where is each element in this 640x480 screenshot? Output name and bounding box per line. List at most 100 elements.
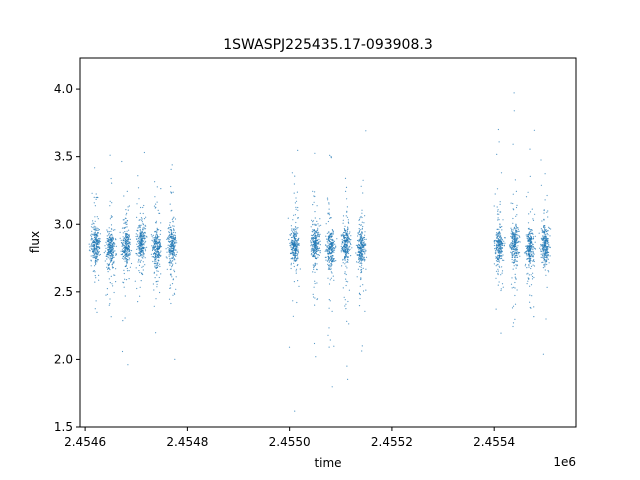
data-point — [532, 255, 534, 257]
data-point — [175, 288, 177, 290]
data-point — [500, 252, 502, 254]
data-point — [155, 220, 157, 222]
data-point — [155, 236, 157, 238]
data-point — [170, 247, 172, 249]
data-point — [346, 320, 348, 322]
data-point — [95, 247, 98, 249]
data-point — [141, 243, 143, 245]
data-point — [110, 252, 112, 254]
data-point — [348, 289, 350, 291]
data-point — [314, 247, 316, 249]
data-point — [365, 289, 367, 291]
data-point — [155, 232, 158, 234]
data-point — [125, 264, 127, 266]
data-point — [541, 261, 543, 264]
data-point — [292, 258, 294, 260]
data-point — [319, 252, 321, 254]
data-point — [545, 253, 547, 255]
data-point — [155, 253, 157, 255]
data-point — [139, 226, 141, 228]
data-point — [106, 235, 108, 237]
data-point — [157, 239, 160, 241]
data-point — [106, 258, 108, 260]
data-point — [360, 215, 362, 218]
data-point — [541, 243, 543, 246]
data-point — [543, 233, 545, 235]
data-point — [295, 200, 298, 202]
data-point — [139, 245, 141, 247]
data-point — [544, 226, 546, 228]
data-point — [170, 287, 172, 289]
data-point — [498, 232, 500, 234]
data-point — [493, 205, 495, 207]
data-point — [121, 350, 124, 353]
data-point — [90, 226, 93, 228]
data-point — [362, 284, 364, 286]
data-point — [292, 232, 294, 234]
data-point — [325, 235, 327, 237]
data-point — [97, 228, 99, 230]
data-point — [317, 233, 319, 235]
data-point — [495, 249, 497, 251]
data-point — [501, 266, 503, 268]
data-point — [344, 299, 346, 301]
data-point — [125, 223, 127, 225]
data-point — [314, 241, 316, 243]
data-point — [516, 227, 518, 229]
data-point — [501, 247, 503, 249]
data-point — [355, 252, 357, 254]
data-point — [330, 242, 332, 244]
data-point — [516, 260, 518, 262]
data-point — [545, 233, 547, 235]
data-point — [362, 179, 364, 181]
data-point — [330, 259, 332, 261]
data-point — [119, 237, 121, 239]
data-point — [328, 267, 330, 269]
data-point — [159, 239, 161, 241]
data-point — [531, 278, 534, 280]
data-point — [346, 250, 348, 252]
data-point — [512, 229, 514, 231]
data-point — [515, 231, 517, 233]
data-point — [95, 233, 97, 235]
data-point — [500, 211, 502, 213]
data-point — [530, 240, 532, 242]
data-point — [527, 277, 529, 279]
data-point — [295, 208, 297, 210]
data-point — [331, 252, 333, 254]
data-point — [139, 236, 141, 238]
data-point — [314, 224, 316, 226]
data-point — [329, 264, 331, 266]
data-point — [336, 238, 338, 240]
data-point — [105, 241, 107, 243]
data-point — [167, 237, 169, 240]
data-point — [499, 201, 501, 203]
data-point — [171, 192, 173, 194]
data-point — [498, 213, 500, 215]
data-point — [330, 263, 332, 265]
data-point — [328, 265, 330, 267]
data-point — [494, 248, 496, 250]
data-point — [151, 245, 153, 247]
data-point — [174, 232, 176, 234]
data-point — [346, 244, 348, 246]
data-point — [124, 256, 126, 258]
data-point — [533, 265, 536, 267]
data-point — [91, 233, 93, 235]
data-point — [328, 299, 330, 301]
data-point — [359, 297, 361, 300]
data-point — [159, 242, 161, 244]
data-point — [516, 214, 518, 216]
data-point — [529, 261, 531, 263]
data-point — [328, 203, 330, 205]
data-point — [314, 263, 316, 266]
data-point — [170, 185, 172, 188]
data-point — [135, 233, 137, 235]
data-point — [310, 234, 313, 236]
data-point — [123, 245, 125, 247]
data-point — [295, 272, 297, 274]
data-point — [545, 235, 547, 237]
data-point — [504, 237, 506, 239]
data-point — [290, 247, 292, 249]
